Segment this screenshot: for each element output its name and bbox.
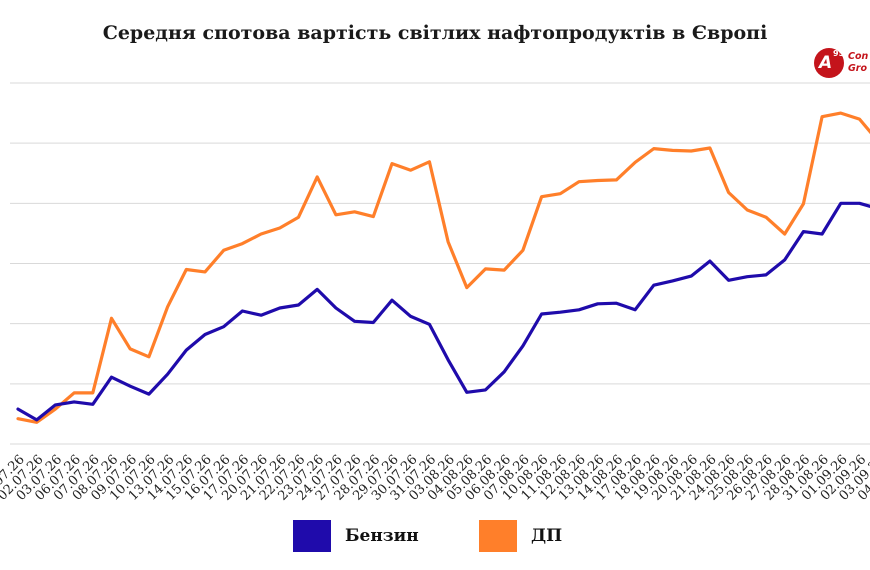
legend-swatch-benzyn [293, 520, 331, 552]
series-line-dp [16, 111, 870, 424]
legend: Бензин ДП [0, 518, 870, 554]
logo-letter: A [819, 53, 833, 73]
legend-label-benzyn: Бензин [345, 526, 419, 546]
legend-label-dp: ДП [531, 526, 563, 546]
chart-title: Середня спотова вартість світлих нафтопр… [102, 22, 768, 44]
legend-swatch-dp [479, 520, 517, 552]
logo-text: Con Gro [848, 51, 868, 75]
series-line-benzyn [16, 201, 870, 422]
a95-logo: A 95 Con Gro [814, 48, 870, 80]
series-lines [16, 111, 870, 424]
logo-circle-icon [814, 48, 844, 78]
grid-lines [10, 82, 870, 445]
logo-number: 95 [833, 49, 845, 58]
logo-text-line-1: Con [848, 51, 869, 62]
logo-text-line-2: Gro [848, 63, 868, 74]
x-tick-labels: 01.07.2602.07.2603.07.2606.07.2607.07.26… [0, 452, 870, 504]
